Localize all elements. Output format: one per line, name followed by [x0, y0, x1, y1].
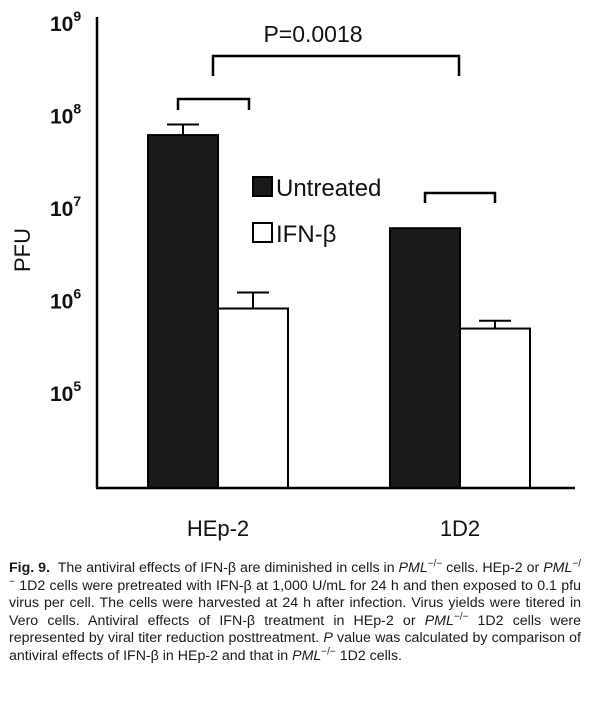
- legend-label: IFN-β: [276, 221, 336, 248]
- y-tick-exponent: 8: [73, 101, 81, 117]
- y-tick-base: 10: [50, 198, 73, 221]
- legend-swatch: [252, 222, 273, 243]
- figure-number: Fig. 9.: [9, 560, 51, 576]
- x-tick-labels: HEp-2 1D2: [187, 516, 480, 541]
- error-bar: [167, 123, 199, 136]
- p-value-label: P=0.0018: [263, 21, 362, 47]
- y-axis-label: PFU: [10, 228, 35, 272]
- caption-text: The antiviral effects of IFN-β are dimin…: [9, 558, 581, 664]
- bar-untreated-0: [147, 134, 219, 489]
- caption-segment: PML: [398, 560, 428, 576]
- y-tick-exponent: 5: [73, 378, 81, 394]
- bracket-pvalue: [211, 54, 461, 76]
- y-tick-label: 106: [50, 286, 81, 314]
- bracket-1d2: [423, 191, 497, 203]
- caption-segment: −/−: [9, 558, 581, 587]
- y-tick-label: 108: [50, 101, 81, 129]
- legend-swatch: [252, 176, 273, 197]
- caption-segment: −/−: [453, 611, 469, 623]
- y-tick-label: 107: [50, 193, 81, 221]
- bar-ifn-beta-0: [217, 307, 289, 490]
- caption-segment: −/−: [427, 558, 443, 570]
- legend-label: Untreated: [276, 175, 381, 202]
- caption-segment: 1D2 cells were represented by viral tite…: [9, 612, 581, 647]
- bar-ifn-beta-1: [459, 327, 531, 489]
- x-tick-label: 1D2: [440, 516, 480, 541]
- y-tick-label: 105: [50, 378, 81, 406]
- y-tick-label: 109: [50, 8, 81, 36]
- y-tick-base: 10: [50, 383, 73, 406]
- y-tick-base: 10: [50, 13, 73, 36]
- caption-segment: 1D2 cells were pretreated with IFN-β at …: [9, 577, 581, 629]
- error-bar: [479, 319, 511, 329]
- y-tick-exponent: 7: [73, 193, 81, 209]
- y-tick-exponent: 9: [73, 8, 81, 24]
- error-bars: [167, 123, 511, 329]
- bars: [147, 134, 531, 490]
- caption-segment: value was calculated by comparison of an…: [9, 630, 581, 664]
- caption-segment: PML: [424, 612, 454, 629]
- caption-segment: 1D2 cells.: [335, 647, 402, 664]
- y-tick-base: 10: [50, 291, 73, 314]
- y-tick-exponent: 6: [73, 286, 81, 302]
- y-tick-base: 10: [50, 106, 73, 129]
- caption-segment: The antiviral effects of IFN-β are dimin…: [57, 560, 399, 576]
- error-bar: [237, 291, 269, 309]
- legend: Untreated IFN-β: [252, 175, 381, 248]
- bracket-hep2: [176, 97, 251, 110]
- caption-segment: PML: [292, 647, 322, 664]
- figure-caption: Fig. 9. The antiviral effects of IFN-β a…: [9, 558, 581, 666]
- x-tick-label: HEp-2: [187, 516, 249, 541]
- caption-segment: P: [323, 630, 333, 647]
- caption-segment: PML: [543, 560, 573, 576]
- caption-segment: cells. HEp-2 or: [442, 560, 544, 576]
- caption-segment: −/−: [321, 646, 336, 658]
- comparison-brackets: [176, 54, 497, 203]
- bar-untreated-1: [389, 227, 461, 489]
